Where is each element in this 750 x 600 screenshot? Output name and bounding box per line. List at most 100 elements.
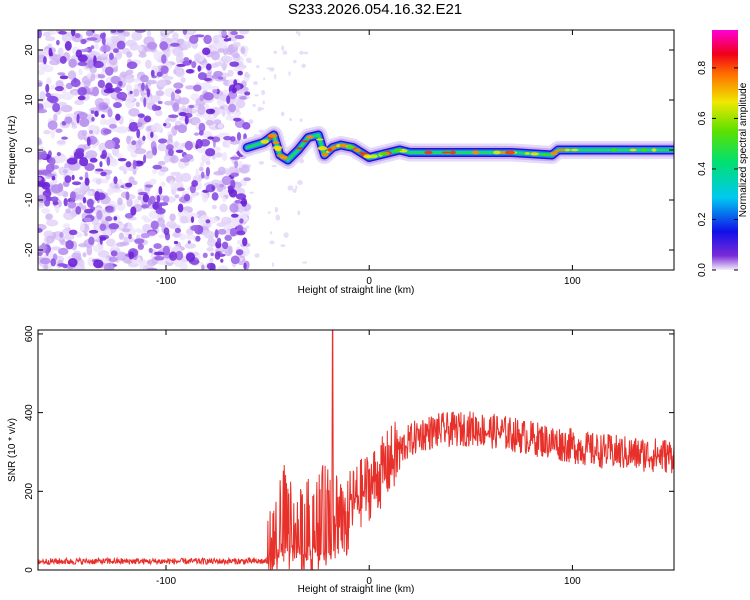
noise-blob [275, 214, 281, 221]
noise-blob [168, 114, 179, 118]
noise-blob [150, 69, 155, 77]
noise-blob [80, 38, 87, 45]
noise-blob [185, 252, 196, 262]
noise-blob [228, 103, 237, 113]
noise-blob [157, 100, 163, 105]
noise-blob [113, 216, 118, 221]
noise-blob [150, 131, 154, 138]
noise-blob [70, 30, 76, 37]
noise-blob [263, 77, 266, 81]
noise-blob [214, 152, 223, 158]
noise-blob [288, 71, 291, 77]
noise-blob [145, 59, 152, 69]
noise-blob [99, 236, 107, 241]
noise-blob [77, 87, 88, 96]
noise-blob [177, 124, 188, 134]
noise-blob [58, 155, 68, 162]
noise-blob [221, 175, 232, 186]
noise-blob [281, 45, 285, 51]
noise-blob [156, 195, 161, 204]
noise-blob [83, 79, 91, 88]
noise-blob [248, 119, 254, 125]
noise-blob [38, 186, 44, 196]
signal-speckle [274, 147, 282, 152]
noise-blob [42, 31, 51, 37]
noise-blob [222, 196, 227, 202]
noise-blob [80, 205, 87, 211]
noise-blob [67, 258, 78, 268]
noise-blob [158, 203, 163, 213]
noise-blob [195, 235, 201, 242]
noise-blob [241, 197, 248, 207]
noise-blob [214, 229, 219, 239]
noise-blob [100, 44, 111, 53]
noise-blob [148, 151, 154, 159]
noise-blob [59, 231, 64, 238]
noise-blob [261, 89, 266, 96]
noise-blob [193, 53, 202, 62]
spectrogram-noise [38, 30, 309, 270]
noise-blob [198, 122, 206, 133]
noise-blob [184, 85, 196, 90]
snr-series-line [38, 330, 674, 570]
noise-blob [64, 175, 72, 183]
noise-blob [108, 52, 114, 60]
noise-blob [86, 190, 94, 196]
noise-blob [88, 229, 99, 234]
signal-speckle [317, 146, 328, 151]
noise-blob [141, 204, 150, 209]
spectrogram-y-axis-label: Frequency (Hz) [7, 116, 18, 185]
noise-blob [128, 108, 140, 117]
noise-blob [165, 220, 177, 228]
noise-blob [98, 102, 109, 111]
noise-blob [197, 105, 206, 116]
noise-blob [50, 258, 56, 267]
noise-blob [178, 97, 190, 105]
noise-blob [242, 121, 251, 130]
noise-blob [191, 61, 197, 69]
signal-speckle [542, 153, 550, 156]
noise-blob [301, 261, 308, 264]
noise-blob [92, 244, 104, 253]
noise-blob [116, 242, 126, 247]
spectrogram-y-tick-label: 10 [24, 94, 35, 106]
noise-blob [124, 74, 135, 84]
noise-blob [229, 227, 237, 237]
noise-blob [71, 90, 79, 96]
noise-blob [151, 169, 158, 174]
noise-blob [258, 161, 265, 165]
noise-blob [103, 97, 109, 103]
noise-blob [85, 30, 94, 37]
noise-blob [271, 262, 275, 268]
noise-blob [295, 30, 299, 35]
colorbar-tick-label: 0.4 [697, 162, 708, 176]
noise-blob [83, 232, 88, 237]
noise-blob [60, 104, 73, 113]
noise-blob [185, 234, 196, 240]
noise-blob [297, 180, 303, 186]
noise-blob [211, 192, 219, 201]
noise-blob [163, 227, 170, 236]
noise-blob [77, 61, 88, 67]
noise-blob [175, 69, 185, 78]
noise-blob [39, 257, 51, 265]
noise-blob [141, 82, 145, 92]
noise-blob [177, 203, 184, 213]
noise-blob [105, 229, 112, 236]
noise-blob [274, 73, 277, 80]
noise-blob [129, 90, 133, 95]
noise-blob [199, 94, 205, 102]
noise-blob [156, 71, 163, 77]
noise-blob [74, 32, 81, 39]
noise-blob [43, 130, 51, 135]
noise-blob [135, 228, 142, 233]
noise-blob [207, 136, 214, 140]
noise-blob [146, 30, 152, 37]
noise-blob [189, 34, 199, 44]
noise-blob [205, 148, 216, 157]
noise-blob [243, 133, 247, 140]
chart-title: S233.2026.054.16.32.E21 [287, 1, 463, 18]
noise-blob [154, 255, 165, 261]
signal-speckle [365, 155, 371, 159]
noise-blob [125, 161, 132, 168]
